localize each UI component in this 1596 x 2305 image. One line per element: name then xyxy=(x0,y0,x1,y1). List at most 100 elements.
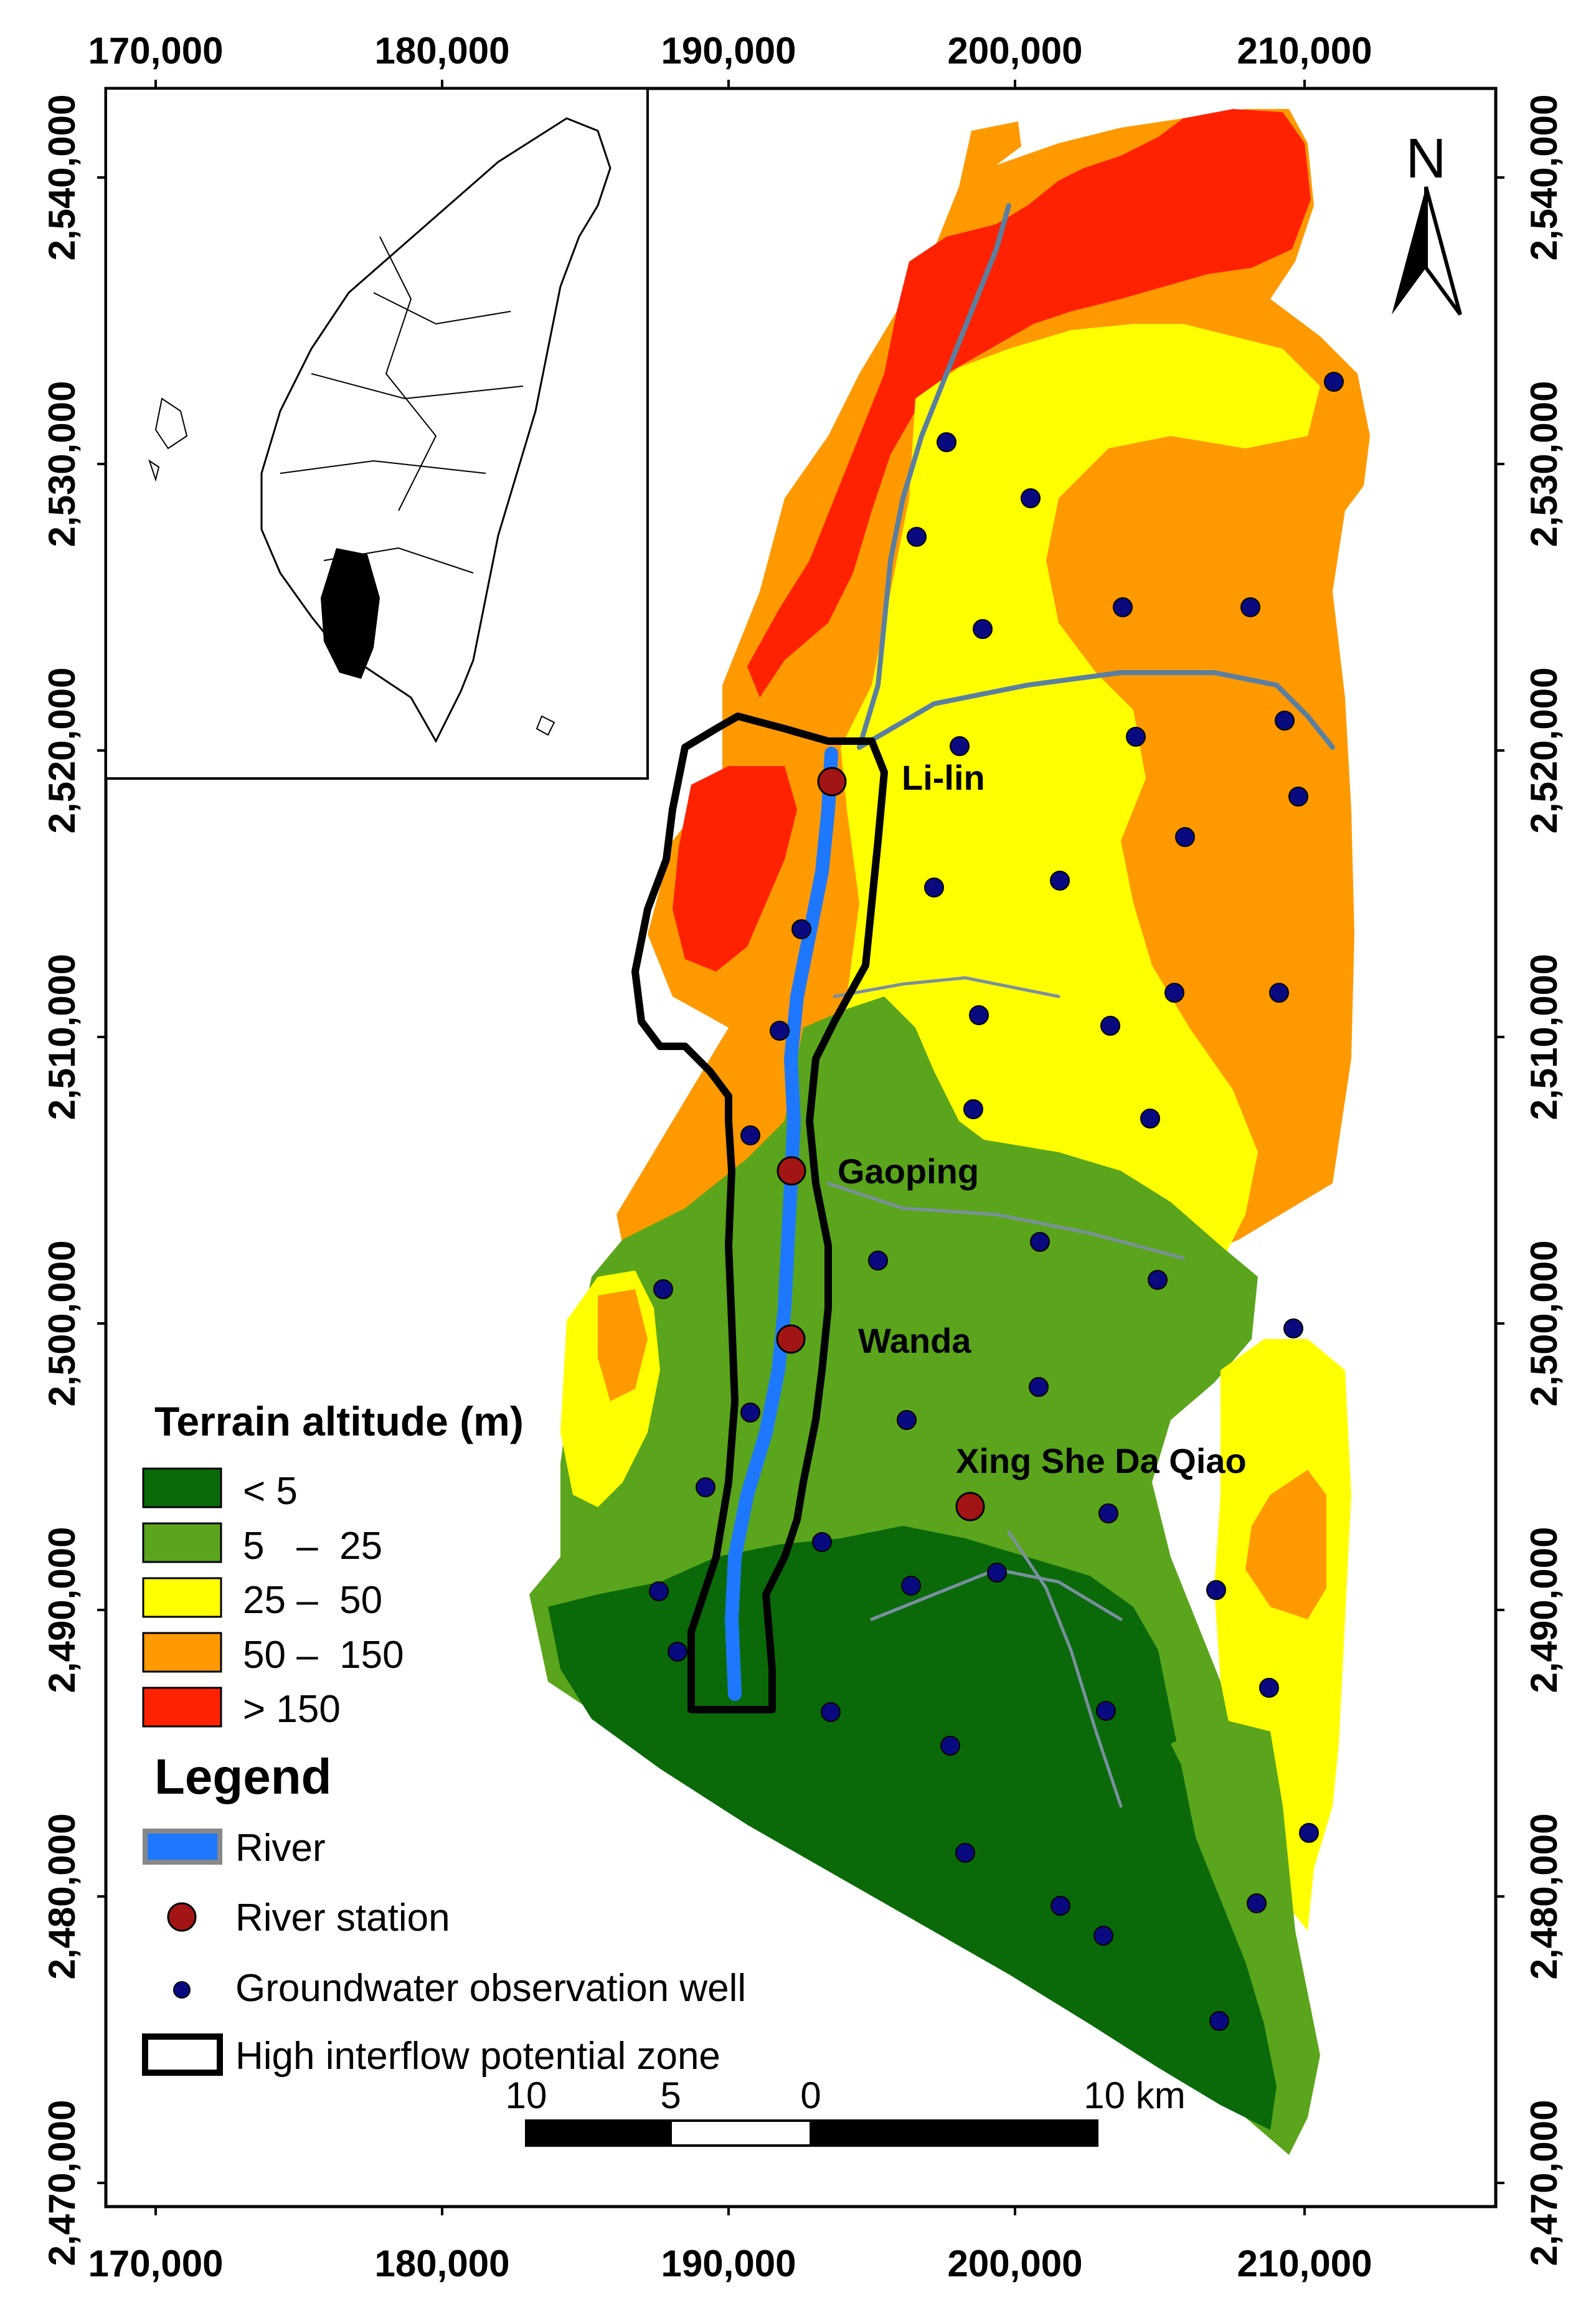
x-tick-bottom-0: 170,000 xyxy=(88,2243,224,2284)
groundwater-well-46 xyxy=(1247,1893,1267,1913)
y-tick-right-0: 2,540,000 xyxy=(1523,95,1565,261)
terrain-legend-swatch-3 xyxy=(142,1632,222,1673)
y-tick-left-7: 2,470,000 xyxy=(41,2100,83,2266)
river-tributary-4 xyxy=(1007,1530,1123,1808)
groundwater-well-12 xyxy=(1175,827,1195,847)
terrain-legend-swatch-0 xyxy=(142,1467,222,1508)
inset-islands xyxy=(148,397,555,736)
groundwater-well-26 xyxy=(1148,1270,1168,1290)
terrain-legend-label-2: 25 – 50 xyxy=(243,1579,382,1622)
y-tick-left-4: 2,500,000 xyxy=(41,1241,83,1407)
groundwater-well-6 xyxy=(1240,597,1260,617)
groundwater-well-23 xyxy=(740,1125,760,1145)
groundwater-well-34 xyxy=(812,1532,832,1552)
groundwater-well-14 xyxy=(1050,871,1070,891)
scalebar-label-10km: 10 km xyxy=(1084,2075,1185,2116)
legend-well-symbol xyxy=(173,1981,191,1999)
x-tick-bottom-1: 180,000 xyxy=(375,2243,510,2284)
x-tick-bottom-4: 210,000 xyxy=(1237,2243,1372,2284)
groundwater-well-33 xyxy=(1098,1503,1118,1523)
high-interflow-zone-outline xyxy=(631,712,888,1713)
groundwater-well-2 xyxy=(937,432,956,452)
legend-symbols xyxy=(142,1829,223,2076)
groundwater-well-13 xyxy=(924,878,944,897)
legend-station-symbol xyxy=(167,1902,197,1932)
y-tick-right-2: 2,520,000 xyxy=(1523,668,1565,834)
groundwater-well-8 xyxy=(1126,727,1146,747)
legend-zone-symbol xyxy=(142,2033,223,2076)
scalebar-label-10-left: 10 xyxy=(506,2075,547,2116)
legend-river-swatch xyxy=(143,1829,222,1865)
river-tributary-1 xyxy=(833,976,1060,998)
x-tick-top-1: 180,000 xyxy=(375,30,510,72)
north-arrow-left xyxy=(1392,187,1426,315)
legend-label-well: Groundwater observation well xyxy=(235,1967,746,2010)
groundwater-well-37 xyxy=(1206,1580,1226,1600)
groundwater-well-3 xyxy=(1021,488,1041,508)
groundwater-well-44 xyxy=(1299,1823,1319,1843)
groundwater-well-35 xyxy=(901,1576,921,1596)
groundwater-well-25 xyxy=(868,1251,888,1271)
y-tick-left-3: 2,510,000 xyxy=(41,954,83,1120)
terrain-orange-southeast xyxy=(1245,1470,1326,1619)
inset-internal-boundaries xyxy=(280,236,524,574)
terrain-green-southeast-coast xyxy=(1171,1719,1295,1993)
river-station-lilin xyxy=(817,767,847,797)
groundwater-well-18 xyxy=(1100,1016,1120,1036)
scalebar-label-5: 5 xyxy=(660,2075,681,2116)
river-station-gaoping xyxy=(777,1156,806,1186)
terrain-red-west xyxy=(673,766,797,972)
groundwater-well-28 xyxy=(1283,1318,1303,1338)
groundwater-well-15 xyxy=(791,919,811,939)
terrain-legend-label-3: 50 – 150 xyxy=(243,1634,404,1677)
groundwater-well-16 xyxy=(1164,983,1184,1003)
terrain-legend-label-4: > 150 xyxy=(243,1688,341,1731)
y-tick-left-6: 2,480,000 xyxy=(41,1814,83,1980)
legend-label-station: River station xyxy=(235,1896,450,1939)
river-north-branch xyxy=(857,203,1011,750)
terrain-legend-swatch-1 xyxy=(142,1522,222,1563)
groundwater-well-42 xyxy=(821,1702,841,1722)
y-tick-right-3: 2,510,000 xyxy=(1523,954,1565,1120)
river-station-wanda xyxy=(776,1324,806,1354)
river-stations xyxy=(776,767,985,1522)
groundwater-well-40 xyxy=(1259,1678,1279,1698)
terrain-orange-west xyxy=(598,1289,648,1401)
groundwater-well-30 xyxy=(897,1410,917,1430)
groundwater-well-32 xyxy=(696,1477,715,1497)
terrain-legend-label-1: 5 – 25 xyxy=(243,1525,382,1568)
groundwater-well-5 xyxy=(1113,597,1133,617)
groundwater-well-21 xyxy=(963,1099,983,1119)
inset-study-area-highlight xyxy=(321,548,380,679)
terrain-legend-swatch-2 xyxy=(142,1577,222,1618)
terrain-legend-title: Terrain altitude (m) xyxy=(154,1398,524,1444)
y-tick-right-4: 2,500,000 xyxy=(1523,1241,1565,1407)
groundwater-well-38 xyxy=(649,1581,669,1601)
x-tick-top-3: 200,000 xyxy=(948,30,1083,72)
y-tick-right-1: 2,530,000 xyxy=(1523,381,1565,547)
legend-label-zone: High interflow potential zone xyxy=(235,2035,720,2078)
terrain-legend-swatches xyxy=(142,1467,222,1728)
groundwater-well-48 xyxy=(1093,1926,1113,1946)
axis-ticks xyxy=(97,80,1504,2215)
x-tick-top-0: 170,000 xyxy=(88,30,224,72)
groundwater-well-27 xyxy=(653,1279,673,1299)
groundwater-well-31 xyxy=(740,1403,760,1422)
y-tick-right-6: 2,480,000 xyxy=(1523,1814,1565,1980)
groundwater-well-22 xyxy=(1140,1109,1160,1129)
groundwater-wells xyxy=(649,372,1344,2031)
x-tick-bottom-3: 200,000 xyxy=(948,2243,1083,2284)
groundwater-well-47 xyxy=(1051,1896,1070,1916)
river-main xyxy=(725,747,838,1701)
station-label-lilin: Li-lin xyxy=(902,758,985,797)
north-arrow xyxy=(1392,186,1462,316)
groundwater-well-49 xyxy=(1209,2011,1229,2031)
station-label-gaoping: Gaoping xyxy=(838,1152,979,1191)
groundwater-well-19 xyxy=(1269,983,1289,1003)
groundwater-well-20 xyxy=(770,1021,790,1041)
terrain-legend-swatch-4 xyxy=(142,1687,222,1728)
groundwater-well-41 xyxy=(1096,1701,1116,1721)
groundwater-well-11 xyxy=(1288,787,1308,807)
